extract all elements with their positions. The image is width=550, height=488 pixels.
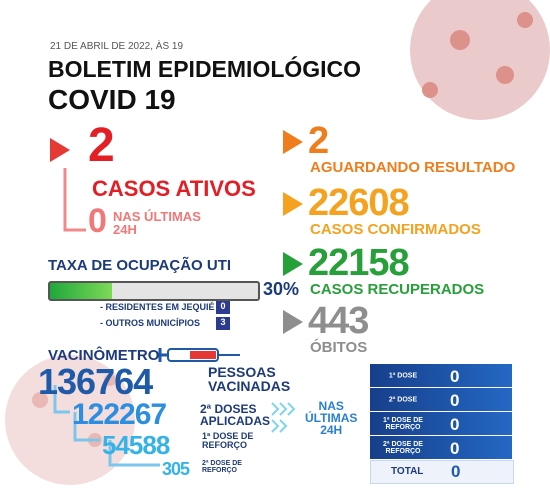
title: BOLETIM EPIDEMIOLÓGICO xyxy=(48,56,362,82)
line: VACINADAS xyxy=(208,378,291,394)
stat-value: 22608 xyxy=(308,182,410,224)
line: 2ª DOSES xyxy=(200,402,257,416)
active-label: CASOS ATIVOS xyxy=(92,176,256,201)
recent-label: NAS ÚLTIMAS 24H xyxy=(113,210,201,236)
occupancy-bar xyxy=(50,283,113,299)
total-label: TOTAL xyxy=(391,466,424,477)
line: REFORÇO xyxy=(202,467,237,474)
subtitle: COVID 19 xyxy=(48,84,176,115)
icon xyxy=(50,138,70,162)
line: APLICADAS xyxy=(200,414,271,428)
bracket xyxy=(63,168,86,232)
vaccine-value: 305 xyxy=(162,459,190,479)
vaccine-label: 1ª DOSE DE REFORÇO xyxy=(202,432,253,450)
row-value: 0 xyxy=(216,301,230,314)
row-value: 3 xyxy=(216,317,230,330)
table-row: 1ª DOSE 0 xyxy=(370,364,512,387)
line: PESSOAS xyxy=(208,364,276,380)
table-label: 1ª DOSE DE REFORÇO xyxy=(378,417,428,431)
vaccine-label: PESSOAS VACINADAS xyxy=(208,365,290,393)
vaccine-title: VACINÔMETRO xyxy=(48,347,160,364)
icon xyxy=(283,252,303,276)
line: NAS xyxy=(318,399,344,413)
total-row: TOTAL 0 xyxy=(370,460,514,484)
line: 1ª DOSE DE xyxy=(383,416,423,424)
line: REFORÇO xyxy=(385,447,421,455)
stat-label: CASOS CONFIRMADOS xyxy=(310,221,481,238)
line: 1ª DOSE DE xyxy=(202,431,254,441)
total-value: 0 xyxy=(451,462,461,481)
line: 2ª DOSE DE xyxy=(383,440,423,448)
icon xyxy=(283,130,303,154)
table-value: 0 xyxy=(450,367,460,386)
icon xyxy=(283,310,303,334)
vaccine-value: 136764 xyxy=(38,361,153,402)
table-row: 2ª DOSE DE REFORÇO 0 xyxy=(370,436,512,459)
date: 21 DE ABRIL DE 2022, ÀS 19 xyxy=(50,41,184,52)
occupancy-track xyxy=(48,281,260,301)
virus-top xyxy=(410,0,550,120)
line: NAS ÚLTIMAS xyxy=(113,209,201,224)
table-value: 0 xyxy=(450,439,460,458)
table-row: 1ª DOSE DE REFORÇO 0 xyxy=(370,412,512,435)
occupancy-label: 30% xyxy=(263,279,300,299)
occupancy-title: TAXA DE OCUPAÇÃO UTI xyxy=(48,257,232,274)
table-value: 0 xyxy=(450,415,460,434)
line: REFORÇO xyxy=(202,440,247,450)
stat-value: 2 xyxy=(308,120,329,162)
line: 24H xyxy=(320,423,343,437)
vaccine-value: 54588 xyxy=(102,430,170,460)
table-label: 1ª DOSE xyxy=(378,372,428,379)
row-label: - OUTROS MUNICÍPIOS xyxy=(100,318,201,328)
stat-label: AGUARDANDO RESULTADO xyxy=(310,159,516,176)
stat-value: 22158 xyxy=(308,242,410,284)
bracket xyxy=(53,385,160,467)
active-value: 2 xyxy=(88,119,115,172)
icon xyxy=(283,192,303,216)
stat-value: 443 xyxy=(308,300,369,342)
vaccine-label: 2ª DOSES APLICADAS xyxy=(200,403,270,427)
line: 2ª DOSE xyxy=(388,396,418,403)
vaccine-value: 122267 xyxy=(72,398,167,431)
line: 24H xyxy=(113,222,137,237)
line: 1ª DOSE xyxy=(388,372,418,379)
row-label: - RESIDENTES EM JEQUIÉ xyxy=(100,302,215,312)
vaccine-recent: NAS ÚLTIMAS 24H xyxy=(305,400,357,436)
recent-value: 0 xyxy=(88,202,107,240)
line: REFORÇO xyxy=(385,423,421,431)
syringe xyxy=(158,348,240,362)
vaccine-label: 2ª DOSE DE REFORÇO xyxy=(202,460,242,474)
virus-bottom xyxy=(5,355,135,485)
stat-label: CASOS RECUPERADOS xyxy=(310,281,485,298)
table-row: 2ª DOSE 0 xyxy=(370,388,512,411)
line: ÚLTIMAS xyxy=(305,411,358,425)
table-label: 2ª DOSE xyxy=(378,396,428,403)
table-value: 0 xyxy=(450,391,460,410)
table-label: 2ª DOSE DE REFORÇO xyxy=(378,441,428,455)
line: 2ª DOSE DE xyxy=(202,460,242,467)
chevrons xyxy=(271,402,296,433)
stat-label: ÓBITOS xyxy=(310,339,368,356)
